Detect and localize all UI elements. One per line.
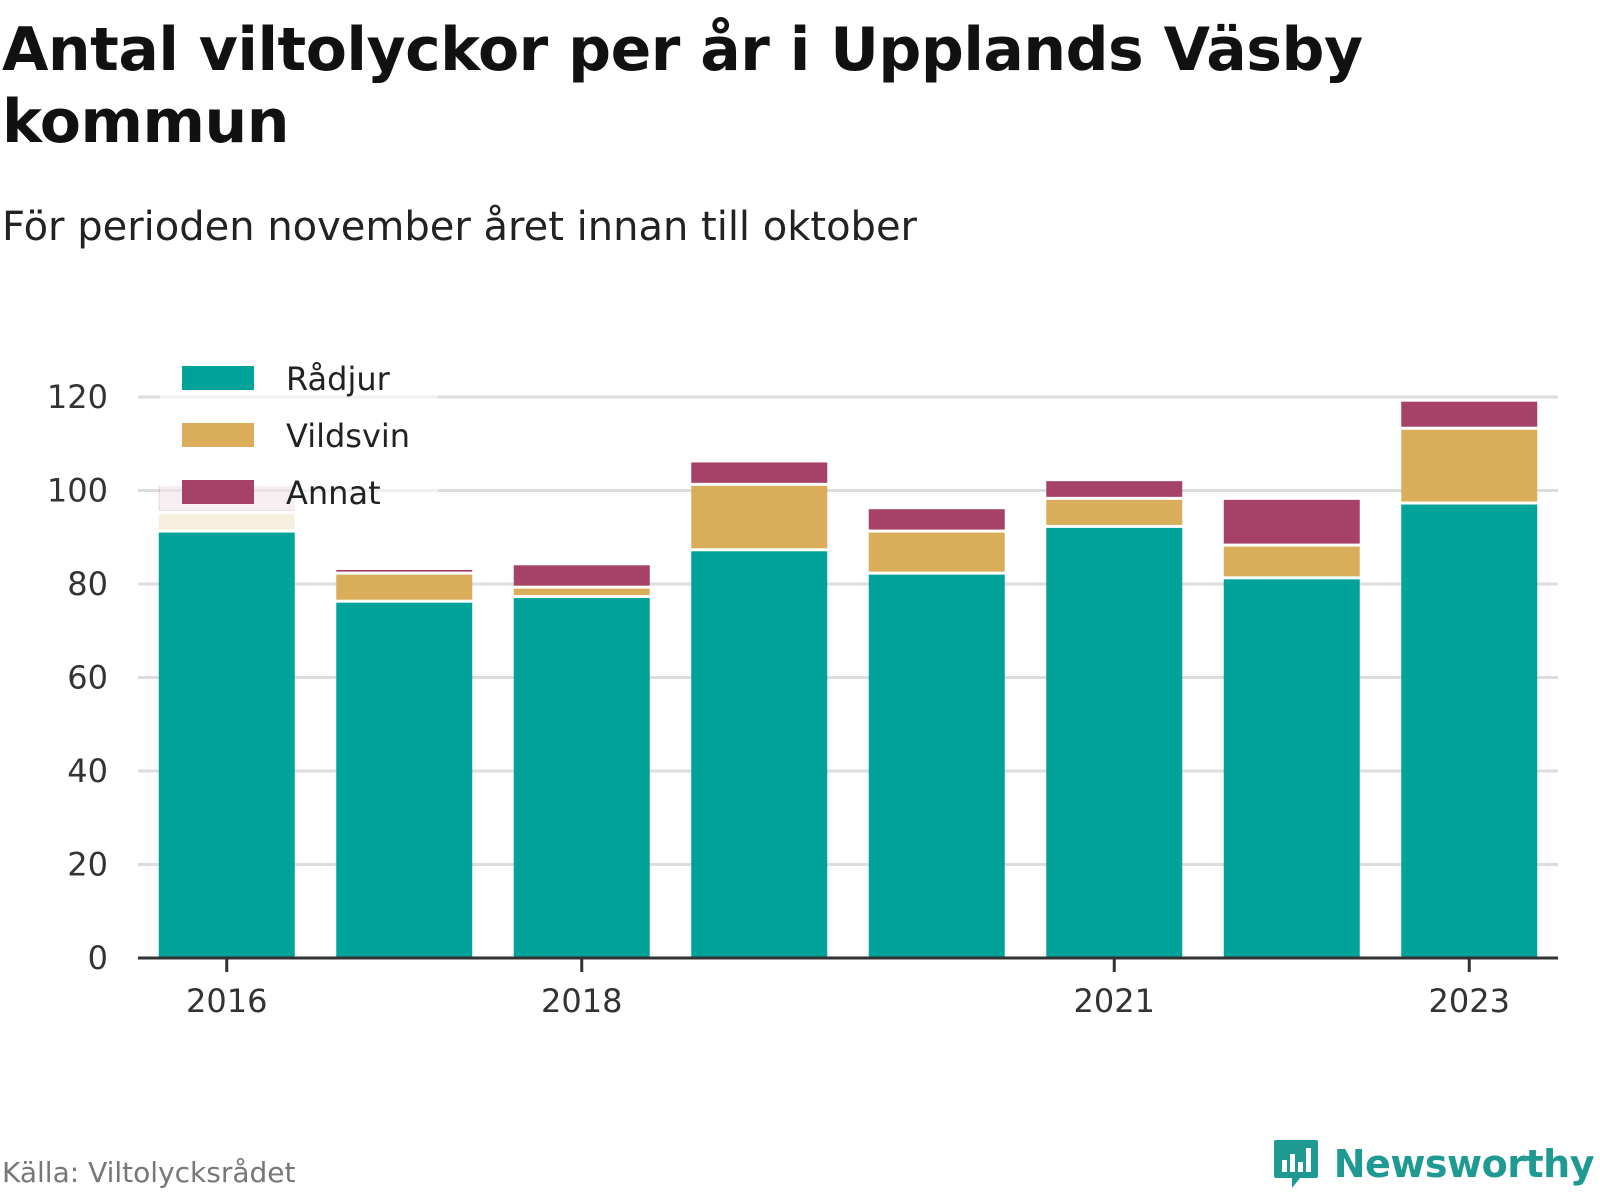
bar-vildsvin-2021 [1046,499,1183,525]
stacked-bar-chart: 0 20 40 60 80 100 120 2016 2018 2021 2023 Rådjur V… [47,350,1558,1020]
y-tick-label: 40 [67,752,108,790]
newsworthy-logo-icon [1273,1140,1318,1188]
x-tick-label: 2023 [1429,982,1510,1020]
bar-annat-2023 [1401,401,1538,427]
x-tick-label: 2016 [186,982,267,1020]
bar-vildsvin-2023 [1401,429,1538,502]
bar-annat-2021 [1046,481,1183,497]
legend: Rådjur Vildsvin Annat [160,350,438,512]
bar-stack-2020 [868,509,1005,958]
bar-annat-2020 [868,509,1005,530]
brand-name: Newsworthy [1333,1142,1595,1186]
bar-stack-2017 [336,569,473,958]
chart-title: Antal viltolyckor per år i Upplands Väsb… [2,15,1363,157]
bar-rådjur-2021 [1046,527,1183,958]
bar-annat-2017 [336,569,473,572]
bar-stack-2019 [691,462,828,958]
bar-vildsvin-2017 [336,574,473,600]
bar-stack-2023 [1401,401,1538,958]
bar-rådjur-2018 [513,598,650,958]
brand-logo: Newsworthy [1272,1138,1595,1190]
legend-label-vildsvin: Vildsvin [286,417,410,455]
bar-rådjur-2023 [1401,504,1538,958]
bar-stack-2016 [158,485,295,958]
bar-rådjur-2017 [336,602,473,958]
bar-vildsvin-2018 [513,588,650,596]
legend-label-rådjur: Rådjur [286,360,391,398]
bar-rådjur-2022 [1223,579,1360,958]
y-tick-label: 20 [67,846,108,884]
legend-label-annat: Annat [286,474,381,512]
bar-vildsvin-2022 [1223,546,1360,577]
bar-rådjur-2016 [158,532,295,958]
y-tick-label: 100 [47,472,108,510]
legend-swatch-rådjur [182,366,254,390]
bar-stack-2022 [1223,499,1360,958]
legend-swatch-vildsvin [182,423,254,447]
bar-vildsvin-2019 [691,485,828,549]
chart-subtitle: För perioden november året innan till ok… [2,204,917,250]
bar-annat-2022 [1223,499,1360,544]
bar-rådjur-2020 [868,574,1005,958]
legend-swatch-annat [182,480,254,504]
bar-vildsvin-2020 [868,532,1005,572]
source-note: Källa: Viltolycksrådet [2,1156,296,1189]
x-axis-ticks: 2016 2018 2021 2023 [186,958,1510,1020]
y-tick-label: 80 [67,565,108,603]
bar-annat-2018 [513,565,650,586]
y-tick-label: 120 [47,378,108,416]
bar-stack-2018 [513,565,650,958]
bar-annat-2019 [691,462,828,483]
bar-rådjur-2019 [691,551,828,958]
bar-vildsvin-2016 [158,513,295,530]
x-tick-label: 2018 [541,982,622,1020]
x-tick-label: 2021 [1074,982,1155,1020]
bar-stack-2021 [1046,481,1183,958]
y-tick-label: 60 [67,659,108,697]
y-axis-ticks: 0 20 40 60 80 100 120 [47,378,108,977]
y-tick-label: 0 [88,939,108,977]
